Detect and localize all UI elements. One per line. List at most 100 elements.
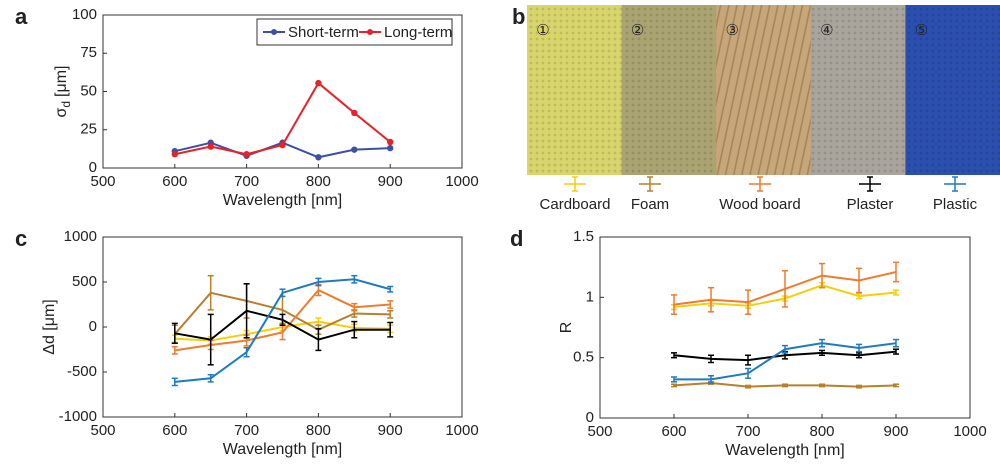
error-bar [279, 288, 286, 298]
y-tick-label: 0 [586, 409, 594, 426]
error-bar [745, 289, 751, 315]
error-bar [387, 285, 394, 293]
axes-frame [599, 236, 971, 419]
x-tick-label: 1000 [445, 173, 478, 190]
legend-box [256, 18, 453, 46]
error-bar [893, 338, 899, 348]
photo-texture [527, 5, 622, 175]
photo-label: ④ [820, 22, 833, 39]
error-bar [893, 348, 899, 355]
error-bar [893, 383, 899, 388]
x-tick-label: 900 [883, 423, 908, 440]
error-bar [671, 352, 677, 359]
y-tick-label: 100 [72, 6, 97, 23]
error-bar [782, 383, 788, 388]
y-tick-label: 25 [80, 121, 97, 138]
legend-label: Plastic [933, 196, 978, 213]
marker [243, 151, 250, 158]
error-bar [745, 367, 751, 379]
y-tick-label: 1 [586, 288, 594, 305]
panel-label: d [510, 226, 523, 251]
error-bar [671, 383, 677, 388]
x-tick-label: 900 [378, 173, 403, 190]
legend-label: Wood board [719, 196, 800, 213]
x-tick-label: 900 [378, 422, 403, 439]
error-bar [207, 373, 214, 383]
y-axis-label: Δd [μm] [41, 299, 58, 354]
panel-label: a [15, 4, 28, 29]
marker [315, 79, 322, 87]
error-bar [387, 321, 394, 338]
photo-label: ⑤ [915, 22, 928, 39]
marker [171, 151, 178, 158]
error-bar [782, 344, 788, 354]
photo-texture [621, 5, 717, 175]
x-tick-label: 700 [735, 423, 760, 440]
x-tick-label: 600 [162, 173, 187, 190]
x-tick-label: 800 [809, 423, 834, 440]
error-bar [351, 320, 358, 339]
x-tick-label: 600 [162, 422, 187, 439]
error-bar [171, 346, 178, 355]
legend-label: Long-term [384, 24, 452, 41]
photo-texture [905, 5, 1000, 175]
error-bar [207, 313, 214, 366]
y-tick-label: 0.5 [573, 349, 594, 366]
photo-label: ③ [725, 22, 738, 39]
marker [351, 146, 358, 153]
legend-label: Short-term [288, 24, 359, 41]
error-bar [279, 313, 286, 326]
legend-marker [367, 29, 373, 35]
x-axis-label: Wavelength [nm] [223, 441, 342, 458]
error-bar [207, 274, 214, 311]
y-tick-label: 0 [89, 318, 97, 335]
error-bar [351, 302, 358, 312]
error-bar [856, 384, 862, 389]
error-bar [819, 383, 825, 388]
x-tick-label: 800 [306, 173, 331, 190]
y-axis-label-symbol: σ [53, 108, 70, 118]
x-tick-label: 600 [661, 423, 686, 440]
error-bar [387, 310, 394, 319]
marker [387, 138, 394, 146]
error-bar [708, 286, 714, 313]
x-tick-label: 800 [306, 422, 331, 439]
error-bar [893, 261, 899, 283]
legend-marker [271, 29, 277, 35]
error-bar [708, 354, 714, 364]
error-bar [819, 262, 825, 289]
x-tick-label: 1000 [953, 423, 986, 440]
y-axis-label-unit: [μm] [53, 66, 70, 97]
error-bar [671, 376, 677, 383]
error-bar [856, 292, 862, 300]
error-bar [171, 377, 178, 387]
x-tick-label: 500 [90, 422, 115, 439]
panel-label: c [15, 226, 27, 251]
error-bar [671, 294, 677, 315]
x-tick-label: 1000 [445, 422, 478, 439]
marker [315, 154, 322, 161]
marker [279, 141, 286, 149]
marker [351, 109, 358, 117]
y-tick-label: 75 [80, 44, 97, 61]
error-bar [315, 277, 322, 287]
photo-texture [810, 5, 906, 175]
y-tick-label: -500 [67, 363, 97, 380]
error-bar [745, 384, 751, 389]
error-bar [243, 346, 250, 358]
y-tick-label: 0 [89, 159, 97, 176]
photo-label: ② [631, 22, 644, 39]
error-bar [708, 375, 714, 384]
error-bar [315, 328, 322, 352]
y-axis-label: σd [μm] [53, 66, 73, 118]
error-bar [819, 349, 825, 357]
y-tick-label: 1000 [64, 228, 97, 245]
x-axis-label: Wavelength [nm] [725, 442, 844, 459]
error-bar [856, 343, 862, 353]
x-tick-label: 500 [587, 423, 612, 440]
marker [387, 144, 394, 152]
legend-label: Cardboard [540, 196, 611, 213]
x-tick-label: 700 [234, 422, 259, 439]
